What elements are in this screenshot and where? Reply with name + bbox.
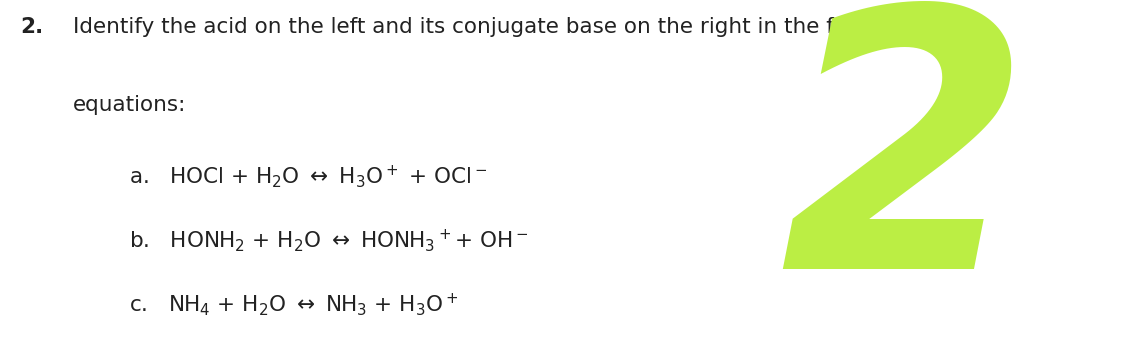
Text: equations:: equations:	[73, 95, 187, 115]
Text: 2.: 2.	[20, 17, 44, 37]
Text: c.   NH$_4$ + H$_2$O $\leftrightarrow$ NH$_3$ + H$_3$O$^+$: c. NH$_4$ + H$_2$O $\leftrightarrow$ NH$…	[129, 292, 459, 318]
Text: a.   HOCl + H$_2$O $\leftrightarrow$ H$_3$O$^+$ + OCl$^-$: a. HOCl + H$_2$O $\leftrightarrow$ H$_3$…	[129, 163, 488, 190]
Text: b.   HONH$_2$ + H$_2$O $\leftrightarrow$ HONH$_3$$^+$+ OH$^-$: b. HONH$_2$ + H$_2$O $\leftrightarrow$ H…	[129, 227, 528, 254]
Text: 2: 2	[779, 0, 1031, 339]
Text: Identify the acid on the left and its conjugate base on the right in the followi: Identify the acid on the left and its co…	[73, 17, 923, 37]
